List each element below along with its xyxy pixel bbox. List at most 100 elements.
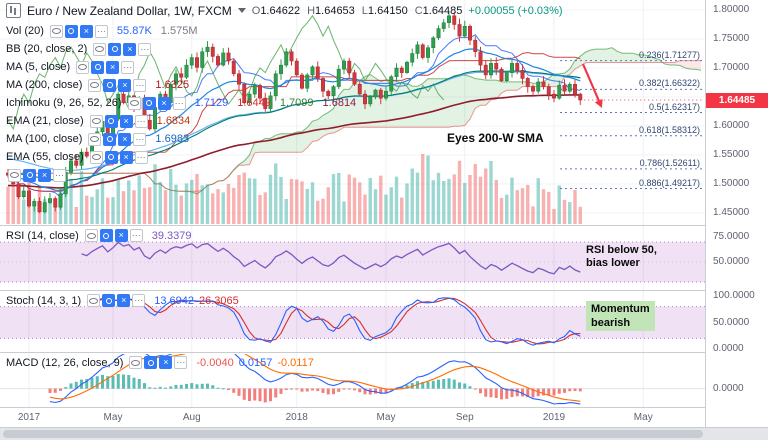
fib-level-label[interactable]: 0.618(1.58312) <box>638 124 700 135</box>
more-options-icon[interactable]: ⋯ <box>133 78 147 92</box>
more-options-icon[interactable]: ⋯ <box>121 60 135 74</box>
eye-icon[interactable] <box>8 168 21 182</box>
settings-gear-icon[interactable] <box>104 150 118 164</box>
fib-level-label[interactable]: 0.886(1.49217) <box>638 177 700 188</box>
close-icon[interactable]: × <box>117 294 131 307</box>
indicator-label[interactable]: Vol (20) <box>6 25 44 37</box>
chevron-down-icon[interactable] <box>237 8 246 13</box>
symbol-title[interactable]: Euro / New Zealand Dollar, 1W, FXCM <box>27 3 232 18</box>
legend-icon-group: × ⋯ <box>76 60 135 74</box>
bottom-scrollbar[interactable] <box>0 427 768 440</box>
annotation-line: bearish <box>591 317 631 329</box>
eye-icon[interactable] <box>88 78 102 92</box>
macd-legend-row[interactable]: MACD (12, 26, close, 9) × ⋯ -0.0040 0.0157… <box>6 356 314 369</box>
close-icon[interactable]: × <box>118 78 132 92</box>
indicator-label[interactable]: MA (200, close) <box>6 79 83 91</box>
fib-level-label[interactable]: 0.236(1.71277) <box>638 49 700 60</box>
indicator-legend-row[interactable]: EMA (21, close) × ⋯ 1.6834 <box>6 112 356 130</box>
legend-icon-group: × ⋯ <box>88 78 147 92</box>
annotation-line: bias lower <box>586 257 640 269</box>
indicator-legend-row[interactable]: MA (5, close) × ⋯ <box>6 58 356 76</box>
close-icon[interactable]: × <box>159 356 173 369</box>
settings-gear-icon[interactable] <box>108 42 122 56</box>
more-options-icon[interactable]: ⋯ <box>129 229 143 242</box>
stoch-label[interactable]: Stoch (14, 3, 1) <box>6 294 82 307</box>
settings-gear-icon[interactable] <box>102 294 116 307</box>
close-icon[interactable]: × <box>119 114 133 128</box>
fib-level-label[interactable]: 0.5(1.62317) <box>648 101 700 112</box>
settings-gear-icon[interactable] <box>144 356 158 369</box>
eye-icon[interactable] <box>76 60 90 74</box>
more-options-icon[interactable]: ⋯ <box>53 168 66 182</box>
eye-icon[interactable] <box>129 356 143 369</box>
eye-icon[interactable] <box>49 24 63 38</box>
indicator-legend-row[interactable]: BB (20, close, 2) × ⋯ <box>6 40 356 58</box>
fib-level-label[interactable]: 0.382(1.66322) <box>638 78 700 89</box>
settings-gear-icon[interactable] <box>104 114 118 128</box>
time-axis[interactable]: 2017 May Aug 2018 May Sep 2019 May <box>0 408 705 427</box>
indicator-label[interactable]: MA (5, close) <box>6 61 71 73</box>
eye-icon[interactable] <box>87 294 101 307</box>
close-icon[interactable]: × <box>118 132 132 146</box>
indicator-legend-row[interactable]: Ichimoku (9, 26, 52, 26) × ⋯ 1.7129 1.6449 1.… <box>6 94 356 112</box>
indicator-legend-row[interactable]: MA (200, close) × ⋯ 1.6325 <box>6 76 356 94</box>
fib-level-label[interactable]: 0.786(1.52611) <box>639 157 700 168</box>
settings-gear-icon[interactable] <box>103 132 117 146</box>
annotation-line: Momentum <box>591 303 650 315</box>
legend-icon-group: × ⋯ <box>93 42 152 56</box>
chart-type-icon[interactable] <box>6 3 21 18</box>
indicator-label[interactable]: EMA (55, close) <box>6 151 84 163</box>
settings-gear-icon[interactable] <box>142 96 156 110</box>
eye-icon[interactable] <box>88 132 102 146</box>
macd-label[interactable]: MACD (12, 26, close, 9) <box>6 356 124 369</box>
settings-gear-icon[interactable] <box>64 24 78 38</box>
more-options-icon[interactable]: ⋯ <box>94 24 108 38</box>
eye-icon[interactable] <box>89 114 103 128</box>
eye-icon[interactable] <box>89 150 103 164</box>
more-options-icon[interactable]: ⋯ <box>134 114 148 128</box>
settings-gear-icon[interactable] <box>99 229 113 242</box>
more-options-icon[interactable]: ⋯ <box>172 96 186 110</box>
indicator-label[interactable]: MA (100, close) <box>6 133 83 145</box>
time-axis-label: Sep <box>455 412 474 423</box>
scrollbar-handle[interactable] <box>3 430 703 438</box>
indicator-legend-row[interactable]: EMA (55, close) × ⋯ <box>6 148 356 166</box>
settings-gear-icon[interactable] <box>103 78 117 92</box>
indicator-legend-row[interactable]: × ⋯ <box>6 166 356 184</box>
eye-icon[interactable] <box>127 96 141 110</box>
annotation-rsi-bias[interactable]: RSI below 50, bias lower <box>586 244 657 270</box>
indicator-legend-row[interactable]: Vol (20) × ⋯ 55.87K 1.575M <box>6 22 356 40</box>
indicator-label[interactable]: Ichimoku (9, 26, 52, 26) <box>6 97 122 109</box>
more-options-icon[interactable]: ⋯ <box>133 132 147 146</box>
close-icon[interactable]: × <box>119 150 133 164</box>
indicator-legend: Vol (20) × ⋯ 55.87K 1.575M BB (20, close, 2) ×… <box>6 22 356 184</box>
more-options-icon[interactable]: ⋯ <box>138 42 152 56</box>
close-icon[interactable]: × <box>38 168 51 182</box>
close-icon[interactable]: × <box>106 60 120 74</box>
rsi-legend-row[interactable]: RSI (14, close) × ⋯ 39.3379 <box>6 229 192 242</box>
price-axis[interactable]: 1.64485 1.80000 1.75000 1.70000 1.60000 1.55… <box>705 0 768 427</box>
close-icon[interactable]: × <box>157 96 171 110</box>
eye-icon[interactable] <box>84 229 98 242</box>
price-axis-label: 1.45000 <box>713 207 750 218</box>
more-options-icon[interactable]: ⋯ <box>132 294 146 307</box>
close-icon[interactable]: × <box>79 24 93 38</box>
close-icon[interactable]: × <box>114 229 128 242</box>
indicator-legend-row[interactable]: MA (100, close) × ⋯ 1.6983 <box>6 130 356 148</box>
rsi-label[interactable]: RSI (14, close) <box>6 229 79 242</box>
annotation-momentum-bearish[interactable]: Momentum bearish <box>586 301 655 331</box>
close-icon[interactable]: × <box>123 42 137 56</box>
annotation-eyes-200w-sma[interactable]: Eyes 200-W SMA <box>447 131 544 145</box>
time-axis-label: May <box>376 412 396 423</box>
stoch-value: 26.3065 <box>198 294 239 307</box>
more-options-icon[interactable]: ⋯ <box>134 150 148 164</box>
stoch-legend-row[interactable]: Stoch (14, 3, 1) × ⋯ 13.6942 26.3065 <box>6 294 239 307</box>
indicator-label[interactable]: BB (20, close, 2) <box>6 43 88 55</box>
more-options-icon[interactable]: ⋯ <box>174 356 188 369</box>
ohlc-item: H1.64653 <box>307 5 355 17</box>
indicator-label[interactable]: EMA (21, close) <box>6 115 84 127</box>
settings-gear-icon[interactable] <box>23 168 36 182</box>
eye-icon[interactable] <box>93 42 107 56</box>
settings-gear-icon[interactable] <box>91 60 105 74</box>
